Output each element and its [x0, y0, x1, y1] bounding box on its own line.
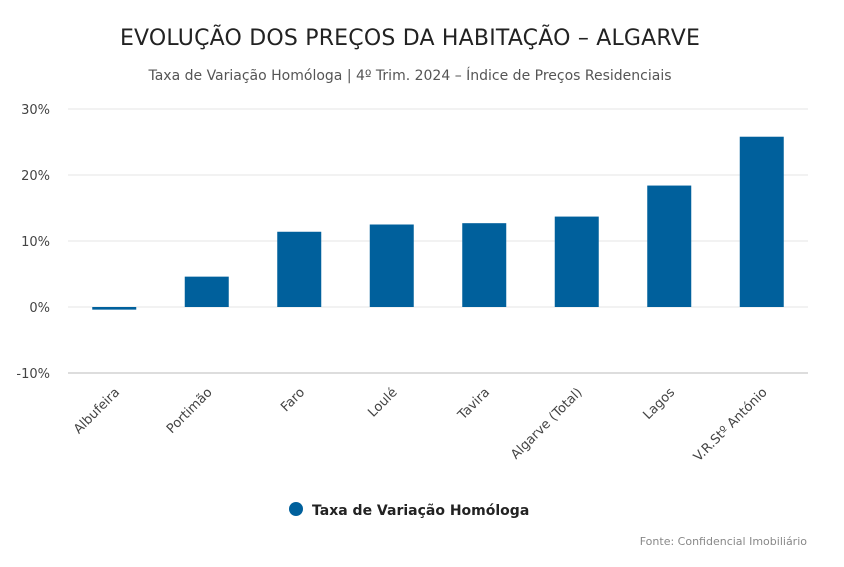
bar[interactable] — [647, 185, 692, 307]
source-note: Fonte: Confidencial Imobiliário — [640, 535, 808, 548]
y-tick-label: 20% — [21, 169, 50, 184]
x-tick-label: Tavira — [455, 385, 493, 423]
bars — [92, 136, 784, 310]
chart-title: EVOLUÇÃO DOS PREÇOS DA HABITAÇÃO – ALGAR… — [120, 24, 700, 51]
y-tick-label: -10% — [16, 367, 50, 382]
bar[interactable] — [369, 224, 414, 308]
x-tick-label: Albufeira — [71, 385, 123, 437]
x-tick-label: Loulé — [365, 385, 400, 420]
legend-marker[interactable] — [289, 502, 303, 516]
bar[interactable] — [739, 136, 784, 307]
bar[interactable] — [277, 231, 322, 307]
bar[interactable] — [184, 276, 229, 307]
y-tick-label: 10% — [21, 235, 50, 250]
chart-subtitle: Taxa de Variação Homóloga | 4º Trim. 202… — [147, 67, 671, 84]
x-tick-label: Lagos — [640, 385, 678, 423]
legend-label[interactable]: Taxa de Variação Homóloga — [312, 503, 529, 519]
bar[interactable] — [92, 307, 137, 310]
y-tick-label: 0% — [29, 301, 50, 316]
y-axis-ticks: 30% 20% 10% 0% -10% — [16, 103, 50, 382]
bar[interactable] — [554, 216, 599, 307]
y-tick-label: 30% — [21, 103, 50, 118]
x-axis-ticks: Albufeira Portimão Faro Loulé Tavira Algarve … — [71, 385, 770, 465]
bar[interactable] — [462, 223, 507, 307]
x-tick-label: Faro — [278, 385, 308, 415]
gridlines — [68, 108, 808, 374]
x-tick-label: V.R.Stº António — [691, 385, 771, 465]
legend[interactable]: Taxa de Variação Homóloga — [289, 502, 529, 519]
x-tick-label: Algarve (Total) — [508, 385, 585, 462]
x-tick-label: Portimão — [164, 385, 216, 437]
